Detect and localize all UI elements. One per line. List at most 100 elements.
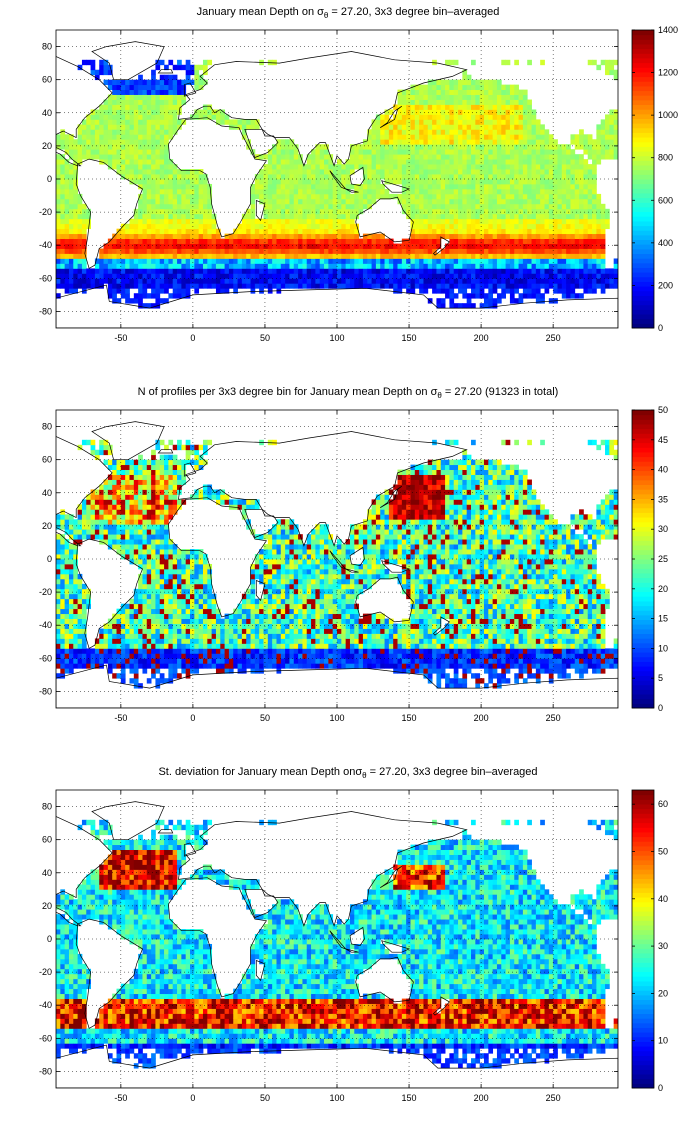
- heatmap-cell: [133, 258, 139, 264]
- heatmap-cell: [168, 114, 174, 120]
- heatmap-cell: [246, 208, 251, 215]
- heatmap-cell: [280, 233, 286, 239]
- heatmap-cell: [501, 179, 506, 185]
- heatmap-cell: [367, 238, 372, 244]
- heatmap-cell: [172, 238, 178, 244]
- heatmap-cell: [73, 658, 79, 664]
- heatmap-cell: [436, 278, 442, 284]
- heatmap-cell: [77, 193, 83, 200]
- heatmap-cell: [68, 668, 74, 674]
- heatmap-cell: [488, 288, 494, 294]
- heatmap-cell: [73, 519, 79, 525]
- heatmap-cell: [198, 283, 204, 289]
- heatmap-cell: [194, 228, 200, 235]
- heatmap-cell: [99, 509, 104, 515]
- heatmap-cell: [458, 278, 463, 284]
- heatmap-cell: [492, 188, 498, 195]
- heatmap-cell: [228, 238, 234, 244]
- heatmap-cell: [164, 238, 169, 244]
- heatmap-cell: [146, 459, 152, 466]
- heatmap-cell: [164, 169, 169, 175]
- heatmap-cell: [311, 164, 316, 170]
- heatmap-cell: [142, 489, 148, 495]
- heatmap-cell: [358, 238, 364, 244]
- heatmap-cell: [522, 144, 528, 150]
- heatmap-cell: [120, 514, 126, 520]
- heatmap-cell: [241, 129, 247, 135]
- heatmap-cell: [64, 188, 70, 195]
- heatmap-cell: [190, 238, 195, 244]
- coastline: [255, 199, 266, 222]
- heatmap-cell: [440, 164, 446, 170]
- heatmap-cell: [479, 84, 485, 90]
- heatmap-cell: [583, 144, 589, 150]
- heatmap-cell: [90, 489, 96, 495]
- heatmap-cell: [289, 193, 295, 200]
- heatmap-cell: [311, 198, 316, 205]
- heatmap-cell: [155, 608, 161, 615]
- heatmap-cell: [613, 144, 618, 150]
- heatmap-cell: [492, 119, 498, 125]
- y-tick-label: 60: [42, 75, 52, 85]
- heatmap-cell: [155, 583, 161, 590]
- heatmap-cell: [298, 159, 303, 165]
- heatmap-cell: [302, 223, 308, 230]
- heatmap-cell: [129, 164, 135, 170]
- heatmap-cell: [561, 233, 567, 239]
- heatmap-cell: [492, 203, 498, 210]
- heatmap-cell: [531, 134, 537, 140]
- heatmap-cell: [406, 268, 411, 274]
- heatmap-cell: [462, 293, 468, 299]
- heatmap-cell: [241, 278, 247, 284]
- heatmap-cell: [181, 213, 187, 220]
- heatmap-cell: [73, 603, 79, 610]
- heatmap-cell: [142, 544, 148, 550]
- heatmap-cell: [64, 174, 70, 180]
- heatmap-cell: [414, 248, 420, 254]
- heatmap-cell: [574, 278, 580, 284]
- heatmap-cell: [496, 109, 502, 115]
- heatmap-cell: [483, 258, 489, 264]
- heatmap-cell: [406, 174, 411, 180]
- heatmap-cell: [68, 568, 74, 575]
- heatmap-cell: [198, 84, 204, 90]
- heatmap-cell: [479, 193, 485, 200]
- heatmap-cell: [574, 293, 580, 299]
- heatmap-cell: [285, 268, 290, 274]
- heatmap-cell: [181, 193, 187, 200]
- heatmap-cell: [475, 164, 481, 170]
- heatmap-cell: [311, 268, 316, 274]
- heatmap-cell: [250, 273, 256, 279]
- heatmap-cell: [375, 179, 381, 185]
- heatmap-cell: [427, 213, 433, 220]
- heatmap-cell: [155, 218, 161, 225]
- heatmap-cell: [388, 193, 394, 200]
- heatmap-cell: [540, 159, 545, 165]
- heatmap-cell: [107, 293, 113, 299]
- heatmap-cell: [349, 258, 355, 264]
- heatmap-cell: [449, 134, 455, 140]
- heatmap-cell: [479, 159, 485, 165]
- heatmap-cell: [419, 238, 424, 244]
- heatmap-cell: [475, 94, 481, 100]
- heatmap-cell: [107, 504, 113, 510]
- heatmap-cell: [73, 593, 79, 600]
- heatmap-cell: [138, 643, 143, 649]
- heatmap-cell: [81, 238, 87, 244]
- heatmap-cell: [414, 208, 420, 215]
- heatmap-cell: [73, 164, 79, 170]
- heatmap-cell: [120, 144, 126, 150]
- heatmap-cell: [475, 169, 481, 175]
- heatmap-cell: [285, 258, 290, 264]
- heatmap-cell: [198, 208, 204, 215]
- heatmap-cell: [60, 164, 66, 170]
- heatmap-cell: [142, 303, 148, 309]
- heatmap-cell: [574, 223, 580, 230]
- heatmap-cell: [68, 233, 74, 239]
- heatmap-cell: [77, 534, 83, 540]
- heatmap-cell: [315, 149, 321, 155]
- heatmap-cell: [388, 139, 394, 145]
- heatmap-cell: [228, 258, 234, 264]
- heatmap-cell: [471, 268, 476, 274]
- heatmap-cell: [90, 114, 96, 120]
